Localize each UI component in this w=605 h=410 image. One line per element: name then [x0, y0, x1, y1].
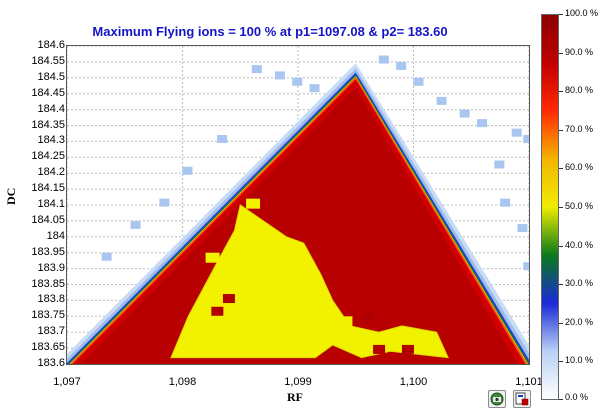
colorbar-tick-mark: [559, 284, 563, 286]
y-tick-label: 184.15: [31, 182, 65, 195]
y-tick-label: 183.7: [37, 325, 65, 338]
colorbar-tick-mark: [559, 361, 563, 363]
colorbar-tick-label: 10.0 %: [565, 355, 594, 366]
y-tick-label: 184.2: [37, 166, 65, 179]
yellow-cell: [338, 316, 353, 327]
colorbar-tick-label: 100.0 %: [565, 8, 599, 18]
colorbar-tick-label: 50.0 %: [565, 201, 594, 211]
colorbar-tick-label: 40.0 %: [565, 239, 594, 250]
y-tick-label: 184: [46, 229, 65, 242]
noise-cell: [511, 128, 522, 137]
y-tick-label: 183.9: [37, 261, 65, 274]
y-tick-label: 184.4: [37, 102, 65, 115]
y-tick-label: 184.6: [37, 39, 65, 51]
noise-cell: [251, 65, 262, 74]
y-tick-label: 184.45: [31, 86, 65, 99]
yellow-cell: [205, 252, 220, 263]
colorbar-tick-mark: [559, 14, 563, 15]
noise-cell: [477, 119, 488, 128]
colorbar-tick-mark: [559, 91, 563, 93]
y-tick-label: 183.6: [37, 357, 65, 369]
x-tick-label: 1,101: [515, 376, 543, 388]
noise-cell: [130, 220, 141, 229]
y-tick-label: 184.5: [37, 70, 65, 83]
colorbar-tick-label: 20.0 %: [565, 316, 594, 327]
colorbar-tick-mark: [559, 399, 563, 400]
colorbar-tick-label: 30.0 %: [565, 278, 594, 289]
noise-cell: [459, 109, 470, 118]
noise-cell: [396, 61, 407, 70]
noise-cell: [217, 135, 228, 144]
colorbar-tick-mark: [559, 207, 563, 208]
noise-cell: [523, 135, 529, 144]
chart-title: Maximum Flying ions = 100 % at p1=1097.0…: [92, 24, 448, 39]
colorbar: [541, 14, 559, 400]
x-tick-label: 1,098: [168, 376, 197, 388]
noise-cell: [378, 55, 389, 64]
y-tick-label: 183.85: [31, 277, 65, 290]
save-image-button[interactable]: [513, 390, 531, 408]
y-tick-label: 184.3: [37, 134, 65, 147]
y-tick-label: 184.05: [31, 213, 65, 226]
camera-button[interactable]: [488, 390, 506, 408]
x-tick-label: 1,099: [284, 376, 312, 388]
y-tick-label: 184.35: [31, 118, 65, 131]
region-dark-red: [79, 87, 518, 364]
noise-cell: [292, 77, 303, 86]
noise-cell: [500, 198, 511, 207]
y-tick-label: 183.8: [37, 293, 65, 306]
save-image-icon: [515, 392, 529, 406]
noise-cell: [494, 160, 505, 169]
colorbar-tick-mark: [559, 129, 563, 131]
noise-cell: [517, 224, 528, 233]
colorbar-tick-mark: [559, 52, 563, 54]
colorbar-tick-label: 60.0 %: [565, 162, 594, 173]
y-tick-label: 184.25: [31, 150, 65, 163]
noise-cell: [159, 198, 170, 207]
y-axis-label: DC: [4, 187, 18, 205]
x-tick-label: 1,100: [399, 376, 428, 388]
colorbar-tick-label: 70.0 %: [565, 123, 594, 134]
colorbar-tick-label: 0.0 %: [565, 392, 589, 402]
red-hole-cell: [373, 344, 386, 354]
camera-icon: [490, 392, 504, 406]
yellow-cell: [246, 198, 261, 209]
y-tick-label: 184.1: [37, 198, 65, 210]
colorbar-tick-mark: [559, 168, 563, 170]
colorbar-tick-label: 90.0 %: [565, 46, 594, 57]
yellow-cell: [194, 306, 209, 317]
noise-cell: [274, 71, 285, 80]
heatmap-plot-area: [66, 45, 530, 365]
y-tick-label: 183.75: [31, 309, 65, 322]
noise-cell: [436, 96, 447, 105]
noise-cell: [523, 262, 529, 271]
colorbar-tick-mark: [559, 245, 563, 247]
y-tick-label: 183.95: [31, 245, 65, 258]
noise-cell: [101, 252, 112, 261]
noise-cell: [182, 166, 193, 175]
y-tick-label: 184.55: [31, 54, 65, 67]
red-hole-cell: [361, 313, 374, 323]
colorbar-tick-mark: [559, 322, 563, 324]
noise-cell: [309, 84, 320, 93]
colorbar-tick-label: 80.0 %: [565, 85, 594, 96]
x-axis-label: RF: [287, 390, 303, 404]
heatmap-svg: [67, 46, 529, 364]
red-hole-cell: [211, 306, 224, 316]
red-hole-cell: [401, 344, 414, 354]
y-tick-label: 183.65: [31, 341, 65, 354]
noise-cell: [413, 77, 424, 86]
x-tick-label: 1,097: [53, 376, 81, 388]
red-hole-cell: [222, 294, 235, 304]
